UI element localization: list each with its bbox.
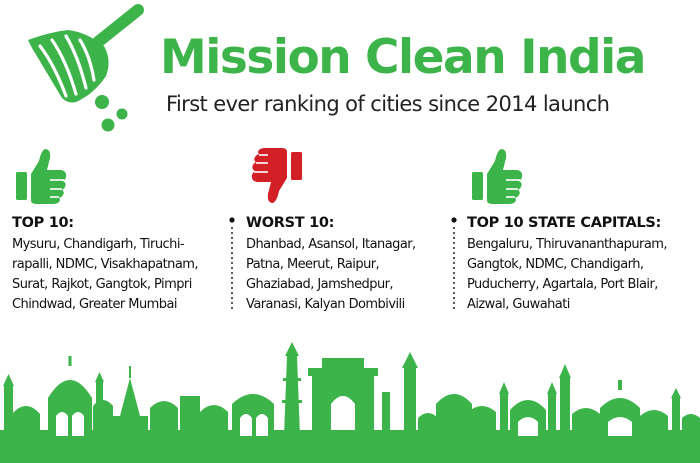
- worst10-list: Dhanbad, Asansol, Itanagar, Patna, Meeru…: [246, 237, 416, 312]
- state-capitals-list: Bengaluru, Thiruvananthapuram, Gangtok, …: [467, 237, 668, 312]
- worst10-section: WORST 10: Dhanbad, Asansol, Itanagar, Pa…: [246, 214, 446, 315]
- page-title: Mission Clean India: [160, 30, 647, 85]
- thumbs-down-icon: [251, 148, 302, 203]
- top10-section: TOP 10: Mysuru, Chandigarh, Tiruchi- rap…: [12, 214, 224, 315]
- thumbs-up-icon: [472, 149, 523, 204]
- state-capitals-heading: TOP 10 STATE CAPITALS:: [467, 215, 662, 231]
- page-subtitle: First ever ranking of cities since 2014 …: [166, 92, 610, 116]
- state-capitals-section: TOP 10 STATE CAPITALS: Bengaluru, Thiruv…: [467, 214, 700, 315]
- broom-icon: [28, 4, 144, 132]
- top10-list: Mysuru, Chandigarh, Tiruchi- rapalli, ND…: [12, 237, 199, 312]
- dotted-divider: [229, 217, 235, 312]
- thumbs-up-icon: [16, 149, 67, 204]
- top10-heading: TOP 10:: [12, 215, 74, 231]
- worst10-heading: WORST 10:: [246, 215, 335, 231]
- india-skyline-illustration: [0, 342, 700, 463]
- dotted-divider: [451, 217, 457, 312]
